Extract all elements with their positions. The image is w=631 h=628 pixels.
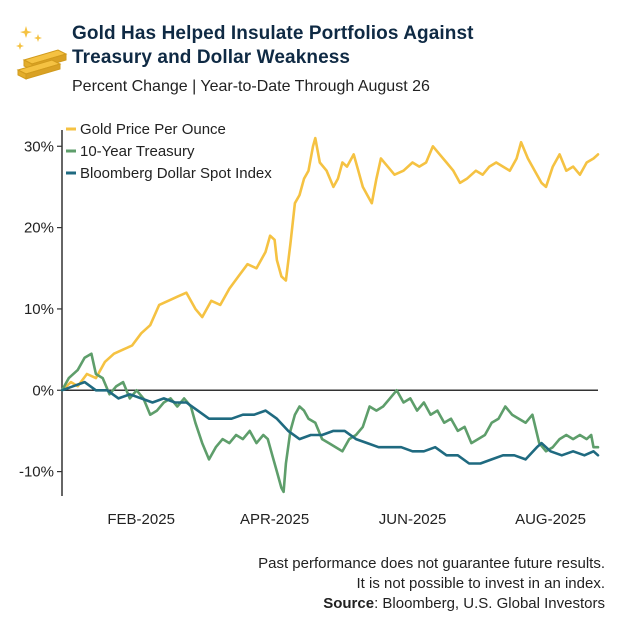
x-tick-label: JUN-2025 <box>379 511 447 528</box>
y-tick-label: 30% <box>24 138 54 155</box>
chart-title: Gold Has Helped Insulate Portfolios Agai… <box>72 22 474 70</box>
chart-subtitle: Percent Change | Year-to-Date Through Au… <box>72 78 430 95</box>
x-tick-label: APR-2025 <box>240 511 309 528</box>
chart-header: Gold Has Helped Insulate Portfolios Agai… <box>14 16 624 106</box>
source-text: : Bloomberg, U.S. Global Investors <box>374 595 605 612</box>
source-note: Source: Bloomberg, U.S. Global Investors <box>258 594 605 614</box>
chart-title-line-1: Gold Has Helped Insulate Portfolios Agai… <box>72 23 474 44</box>
y-tick-label: 10% <box>24 301 54 318</box>
series-line-2 <box>60 352 600 494</box>
legend-label: Bloomberg Dollar Spot Index <box>80 165 272 182</box>
chart-footer: Past performance does not guarantee futu… <box>258 554 605 614</box>
legend-label: 10-Year Treasury <box>80 143 195 160</box>
series-line-1 <box>60 136 600 392</box>
y-tick-label: 0% <box>32 382 54 399</box>
y-tick-label: -10% <box>19 464 54 481</box>
disclaimer-line-2: It is not possible to invest in an index… <box>356 575 605 592</box>
legend-label: Gold Price Per Ounce <box>80 121 226 138</box>
y-tick-label: 20% <box>24 220 54 237</box>
x-tick-label: AUG-2025 <box>515 511 586 528</box>
disclaimer-line-1: Past performance does not guarantee futu… <box>258 555 605 572</box>
source-label: Source <box>323 595 375 612</box>
x-tick-label: FEB-2025 <box>107 511 175 528</box>
series-line-3 <box>60 380 600 465</box>
gold-bars-icon <box>16 26 68 80</box>
chart-title-line-2: Treasury and Dollar Weakness <box>72 47 351 68</box>
line-chart: 30% 20% 10% 0% -10% FEB-2025 APR-2025 JUN-2025 A… <box>19 121 600 528</box>
